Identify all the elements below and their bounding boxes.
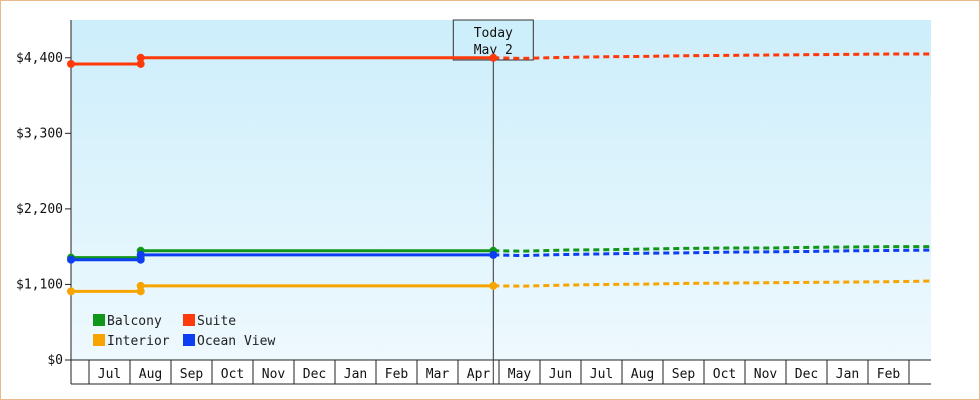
series-forecast-line (493, 52, 932, 60)
legend-swatch (93, 334, 105, 346)
y-axis: $0 $1,100 $2,200 $3,300 $4,400 (16, 20, 72, 384)
data-point (67, 287, 75, 296)
x-tick-label: Apr (467, 367, 491, 382)
series-layer (67, 52, 933, 296)
series-suite (67, 52, 932, 68)
legend-swatch (93, 314, 105, 326)
x-tick-label: Oct (713, 367, 736, 382)
x-tick-label: Nov (262, 367, 286, 382)
today-marker: Today May 2 (452, 19, 534, 384)
x-tick-label: Jan (344, 367, 367, 382)
data-point (67, 255, 75, 264)
x-tick-label: Aug (139, 367, 162, 382)
y-tick-label: $2,200 (16, 202, 63, 217)
legend-swatch (183, 314, 195, 326)
legend: Balcony Suite Interior Ocean View (93, 314, 275, 349)
x-tick-label: Dec (795, 367, 818, 382)
legend-label: Interior (107, 334, 170, 349)
x-tick-label: Dec (303, 367, 326, 382)
legend-label: Suite (197, 314, 236, 329)
y-tick-label: $4,400 (16, 51, 63, 66)
legend-label: Ocean View (197, 334, 275, 349)
x-tick-label: Aug (631, 367, 654, 382)
x-tick-label: Feb (385, 367, 409, 382)
data-point (136, 250, 145, 259)
data-point (136, 281, 145, 290)
y-tick-label: $3,300 (16, 126, 63, 141)
data-point (489, 250, 498, 259)
series-interior (67, 279, 933, 296)
x-tick-label: Sep (180, 367, 204, 382)
y-tick-label: $1,100 (16, 277, 63, 292)
today-box (452, 19, 534, 61)
x-tick-label: Jul (98, 367, 121, 382)
y-tick-label: $0 (47, 353, 63, 368)
legend-label: Balcony (107, 314, 162, 329)
series-ocean-view (67, 248, 933, 264)
x-tick-label: Jul (590, 367, 613, 382)
today-label: Today (474, 26, 513, 41)
x-tick-label: Jan (836, 367, 859, 382)
data-point (136, 59, 145, 68)
x-tick-label: Nov (754, 367, 778, 382)
series-forecast-line (493, 248, 933, 258)
data-point (489, 281, 498, 290)
x-tick-label: Oct (221, 367, 244, 382)
today-date-label: May 2 (474, 43, 513, 58)
x-tick-label: Mar (426, 367, 450, 382)
plot-area (71, 20, 931, 360)
x-tick-label: Feb (877, 367, 901, 382)
data-point (67, 59, 75, 68)
x-tick-label: Jun (549, 367, 572, 382)
data-point (136, 53, 145, 62)
data-point (136, 287, 145, 296)
data-point (489, 53, 498, 62)
x-tick-label: Sep (672, 367, 696, 382)
series-forecast-line (493, 279, 933, 288)
x-axis: Jul Aug Sep Oct Nov Dec Jan Feb Mar Apr May Jun Jul A… (71, 359, 931, 385)
legend-swatch (183, 334, 195, 346)
x-tick-label: May (508, 367, 532, 382)
series-forecast-line (493, 245, 932, 253)
